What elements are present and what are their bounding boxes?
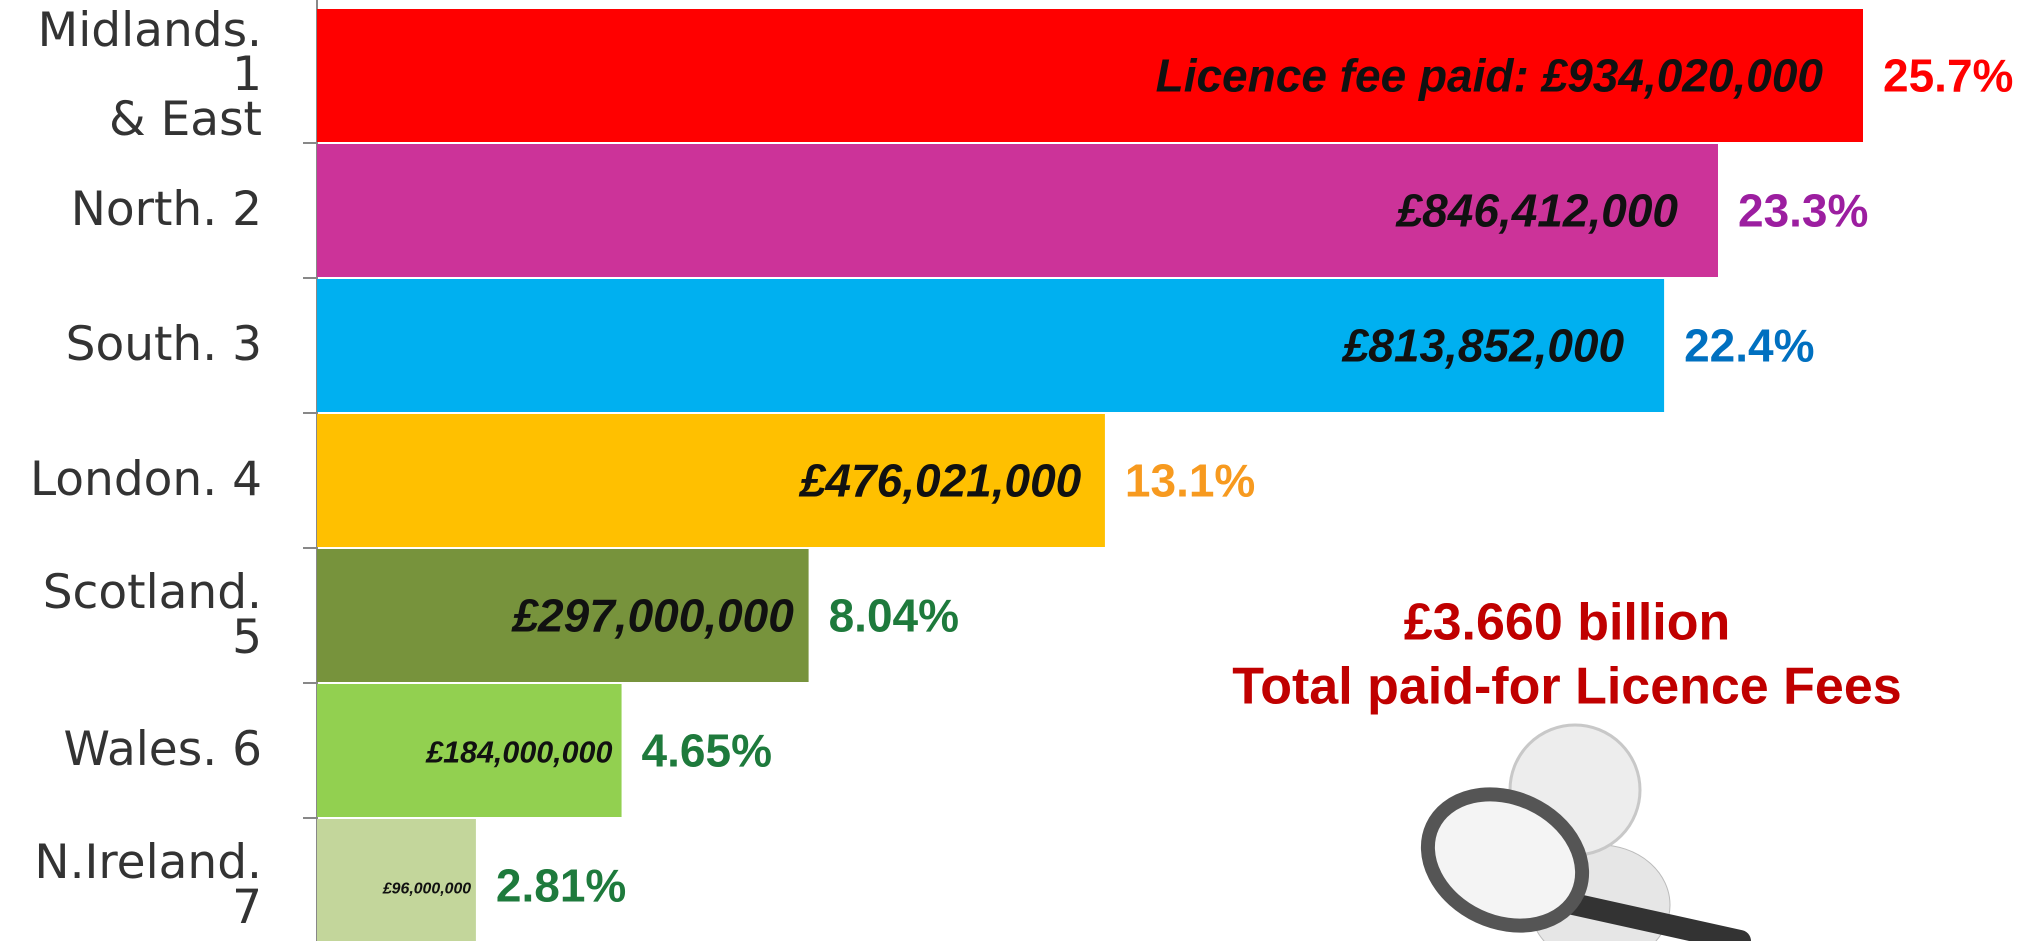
share-label: 25.7% [1883,50,2013,102]
category-label: North. 2 [70,182,262,238]
value-label: £297,000,000 [510,590,794,642]
value-label: Licence fee paid: £934,020,000 [1156,50,1824,102]
bar [317,279,1665,412]
bar [317,414,1105,547]
share-label: 8.04% [829,590,959,642]
share-label: 23.3% [1738,185,1868,237]
value-label: £476,021,000 [798,455,1082,507]
annotation-subtitle: Total paid-for Licence Fees [1232,658,1901,716]
bar [317,549,809,682]
bar [317,819,476,941]
value-label: £846,412,000 [1395,185,1679,237]
share-label: 4.65% [642,725,772,777]
category-label: N.Ireland. 7 [34,834,262,935]
category-label: Midlands. 1 & East [37,2,262,147]
category-label: South. 3 [65,317,262,373]
bar [317,144,1718,277]
category-label: London. 4 [29,452,262,508]
value-label: £813,852,000 [1341,320,1625,372]
share-label: 13.1% [1125,455,1255,507]
category-label: Wales. 6 [63,722,262,778]
annotation-title: £3.660 billion [1404,594,1731,652]
bar [317,9,1863,142]
value-label: £96,000,000 [382,881,471,898]
category-label: Scotland. 5 [42,564,262,665]
bar [317,684,622,817]
magnifier-figure [1420,723,1751,941]
share-label: 22.4% [1684,320,1814,372]
share-label: 2.81% [496,860,626,912]
value-label: £184,000,000 [425,736,612,770]
